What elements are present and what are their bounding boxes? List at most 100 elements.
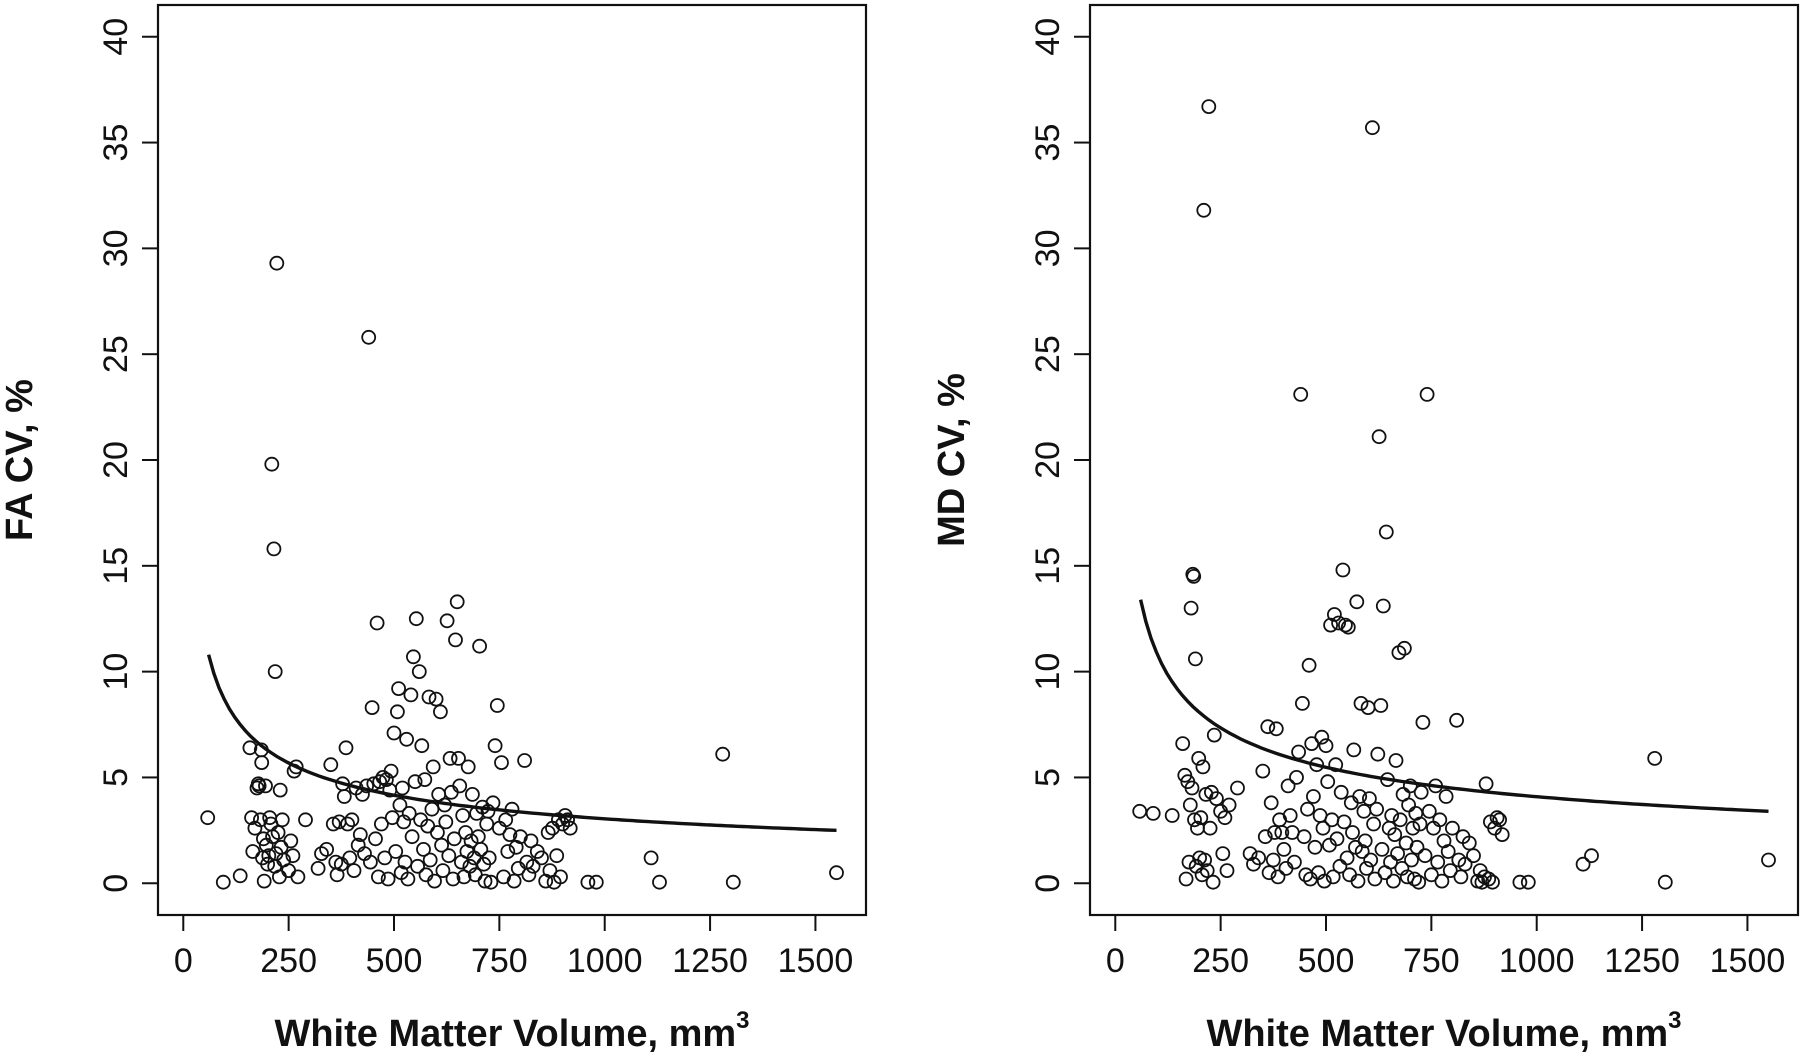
data-point [1329, 831, 1345, 847]
plot-frame [1088, 3, 1800, 917]
data-point [1354, 844, 1370, 859]
data-point [397, 854, 413, 870]
data-point [1197, 852, 1212, 868]
data-point [392, 797, 408, 813]
data-point [314, 846, 329, 861]
data-point [359, 778, 375, 794]
data-point [1481, 871, 1497, 887]
data-point [338, 740, 354, 756]
data-point [1350, 873, 1366, 889]
data-point [442, 751, 458, 766]
data-point [1328, 757, 1344, 773]
data-point [1430, 854, 1446, 870]
data-point [460, 759, 476, 775]
data-point [394, 780, 410, 796]
data-point [1182, 797, 1198, 813]
data-point [1280, 778, 1296, 794]
data-point [232, 868, 248, 884]
data-point [1145, 806, 1161, 821]
data-point [1209, 791, 1224, 806]
data-point [298, 812, 313, 828]
data-point [555, 816, 570, 832]
data-point [1199, 863, 1215, 878]
x-tick-label: 0 [1106, 942, 1125, 980]
data-point [1307, 839, 1323, 855]
data-point [428, 691, 444, 707]
data-point [1202, 820, 1218, 836]
data-point [361, 329, 377, 345]
y-tick-label: 35 [1029, 124, 1067, 162]
data-point [455, 808, 471, 823]
data-point [1251, 850, 1266, 866]
data-point [370, 869, 386, 885]
data-point [1392, 812, 1408, 828]
data-point [288, 759, 304, 775]
data-point [362, 854, 378, 870]
data-point [1485, 874, 1500, 890]
data-point [1276, 842, 1292, 857]
data-point [1362, 791, 1377, 806]
data-point [386, 725, 402, 741]
data-point [1405, 820, 1421, 836]
data-point [1261, 865, 1277, 881]
y-tick-label: 30 [1029, 229, 1067, 267]
data-point [1415, 715, 1431, 730]
data-point [388, 844, 404, 859]
y-tick-label: 5 [97, 768, 135, 787]
data-point [1314, 729, 1330, 745]
data-point [1318, 738, 1334, 754]
y-tick-label: 30 [97, 229, 135, 267]
data-point [323, 757, 339, 773]
data-point [310, 861, 326, 876]
data-point [1353, 696, 1369, 711]
x-tick-label: 1000 [1499, 942, 1575, 980]
y-tick-label: 0 [97, 874, 135, 893]
data-point [1325, 869, 1341, 885]
data-point [1356, 803, 1372, 819]
data-point [441, 848, 457, 864]
data-point [483, 874, 499, 890]
data-point [1424, 867, 1439, 883]
data-point [1388, 753, 1404, 768]
data-point [281, 863, 297, 878]
data-point [408, 611, 424, 627]
data-point [336, 789, 352, 804]
data-point [725, 874, 741, 890]
data-point [427, 873, 442, 889]
y-axis: 0 5 10 15 20 25 30 35 40 [97, 18, 158, 893]
data-point [580, 874, 596, 890]
y-tick-label: 25 [1029, 335, 1067, 373]
data-point [1440, 844, 1456, 859]
data-point [251, 778, 267, 794]
data-point [1419, 386, 1435, 402]
data-point [271, 869, 287, 885]
data-point [1178, 871, 1194, 887]
data-point [534, 850, 549, 866]
data-point [410, 858, 426, 874]
data-point [1191, 751, 1207, 766]
data-point [272, 782, 288, 798]
data-point [1315, 820, 1331, 836]
data-point [1340, 619, 1356, 635]
data-point [283, 833, 299, 849]
y-tick-label: 15 [1029, 547, 1067, 585]
data-point [498, 812, 514, 828]
data-point [1188, 651, 1203, 667]
data-point [1295, 696, 1310, 711]
data-point [1489, 810, 1505, 826]
data-point [553, 869, 568, 885]
data-point [451, 751, 466, 766]
data-point [1296, 829, 1312, 845]
data-point [1374, 842, 1390, 857]
data-point [438, 814, 454, 830]
data-point [1346, 742, 1362, 758]
data-point [1267, 825, 1282, 840]
data-point [258, 778, 273, 794]
data-point [285, 848, 301, 864]
data-point [1432, 812, 1448, 828]
data-point [401, 806, 417, 821]
data-point [1359, 861, 1374, 876]
y-tick-label: 5 [1029, 768, 1067, 787]
data-point [445, 871, 461, 887]
data-point [1230, 780, 1245, 796]
